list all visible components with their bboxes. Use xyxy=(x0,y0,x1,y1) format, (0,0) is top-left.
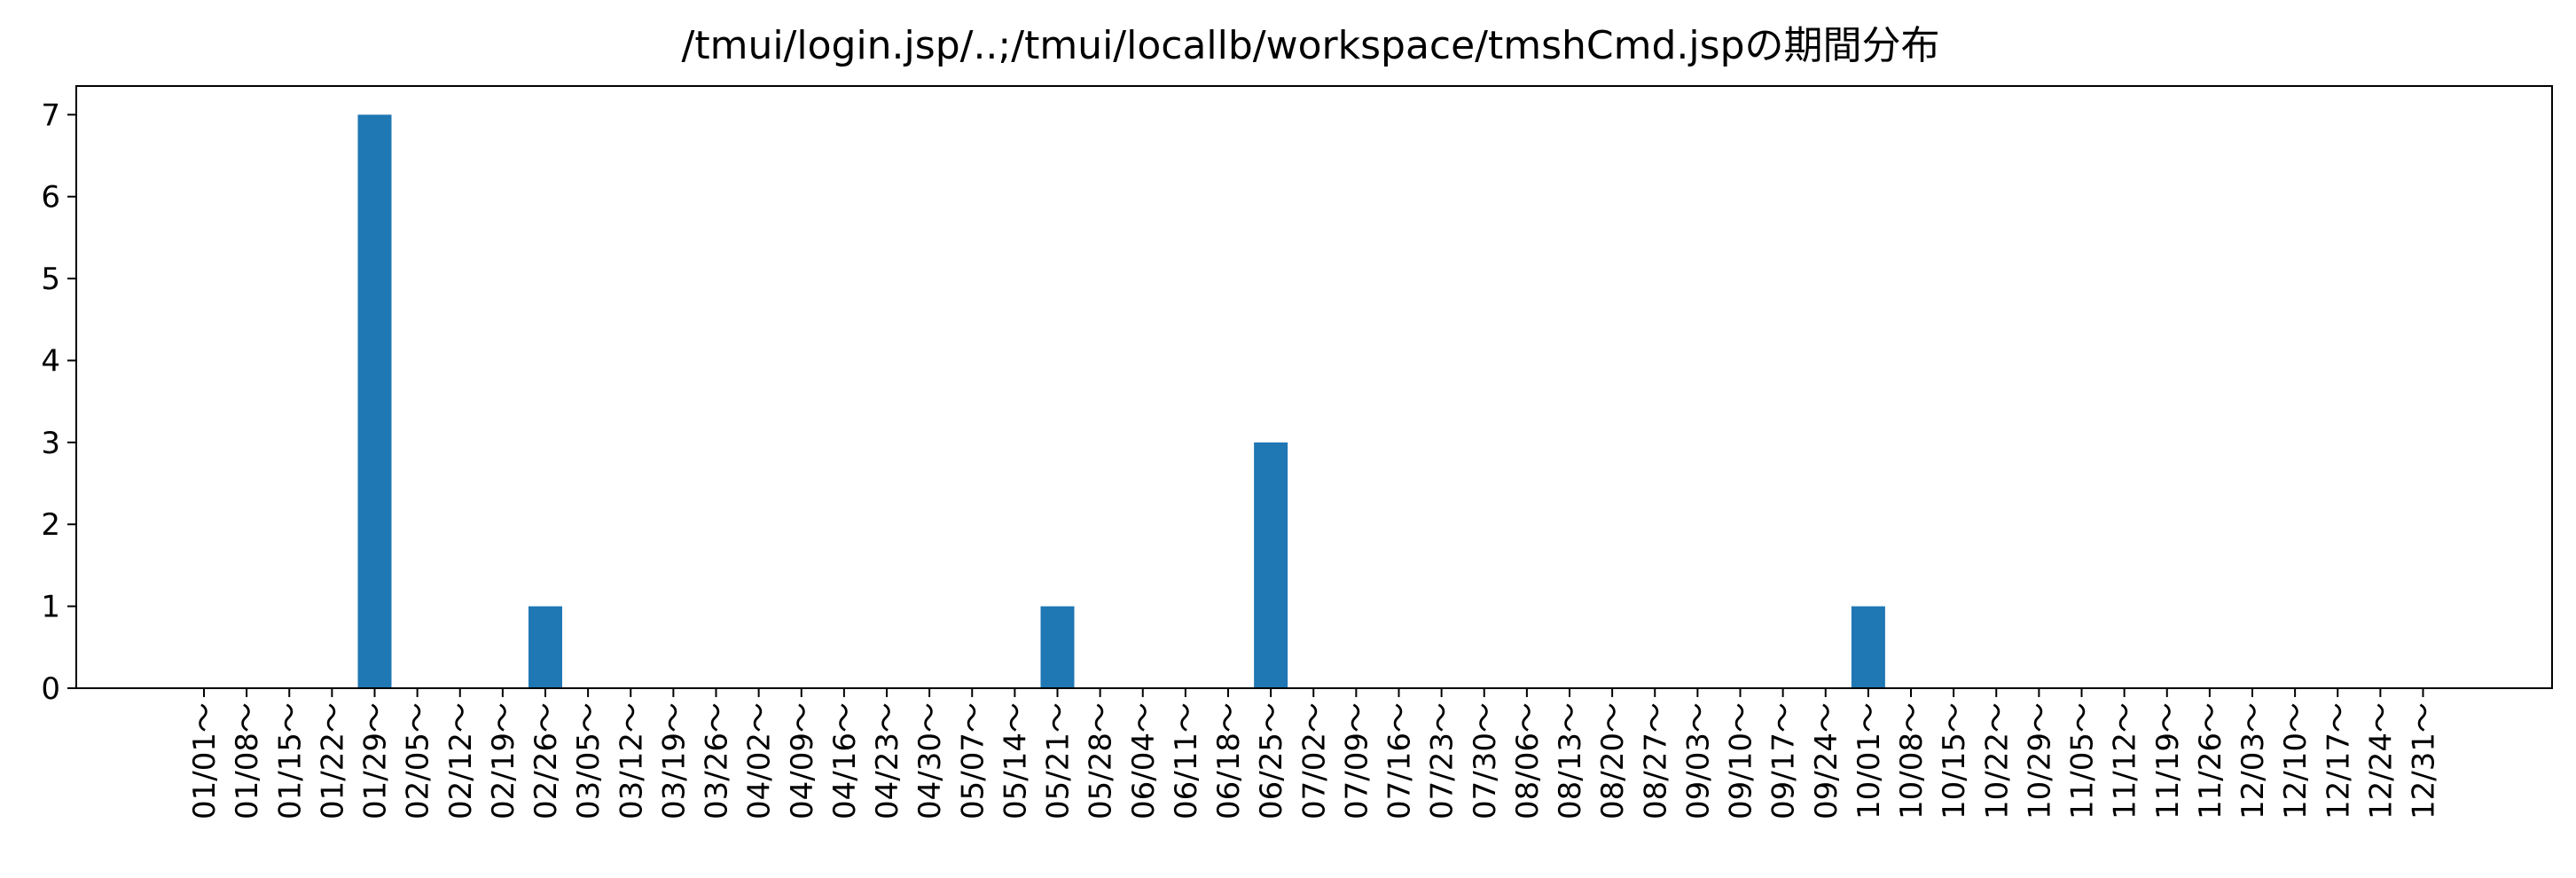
x-tick-label-19: 05/14～ xyxy=(998,702,1033,819)
y-tick-label-7: 7 xyxy=(41,98,60,133)
x-axis: 01/01～ 01/08～ 01/15～ 01/22～ 01/29～ 02/05～ 02/1… xyxy=(187,688,2442,819)
x-tick-label-29: 07/23～ xyxy=(1425,702,1460,819)
x-tick-label-41: 10/15～ xyxy=(1937,702,1972,819)
x-tick-label-24: 06/18～ xyxy=(1211,702,1247,819)
x-tick-label-30: 07/30～ xyxy=(1468,702,1503,819)
x-tick-label-31: 08/06～ xyxy=(1510,702,1546,819)
x-tick-label-33: 08/20～ xyxy=(1595,702,1631,819)
x-tick-label-22: 06/04～ xyxy=(1126,702,1162,819)
x-tick-label-44: 11/05～ xyxy=(2065,702,2101,819)
bar-25 xyxy=(1254,442,1288,688)
x-tick-label-9: 03/05～ xyxy=(571,702,607,819)
x-tick-label-1: 01/08～ xyxy=(230,702,265,819)
x-tick-label-45: 11/12～ xyxy=(2108,702,2143,819)
x-tick-label-10: 03/12～ xyxy=(614,702,649,819)
x-tick-label-27: 07/09～ xyxy=(1339,702,1374,819)
x-tick-label-46: 11/19～ xyxy=(2150,702,2186,819)
y-tick-label-6: 6 xyxy=(41,180,60,216)
x-tick-label-37: 09/17～ xyxy=(1766,702,1802,819)
bar-8 xyxy=(529,606,562,688)
x-tick-label-28: 07/16～ xyxy=(1382,702,1418,819)
x-tick-label-43: 10/29～ xyxy=(2022,702,2057,819)
x-tick-label-7: 02/19～ xyxy=(486,702,521,819)
y-axis: 0 1 2 3 4 5 6 7 xyxy=(41,98,76,707)
x-tick-label-49: 12/10～ xyxy=(2278,702,2314,819)
plot-frame xyxy=(75,85,2553,689)
x-tick-label-14: 04/09～ xyxy=(785,702,820,819)
y-tick-label-4: 4 xyxy=(41,343,60,379)
x-tick-label-18: 05/07～ xyxy=(955,702,990,819)
x-tick-label-32: 08/13～ xyxy=(1553,702,1588,819)
x-tick-label-21: 05/28～ xyxy=(1084,702,1119,819)
x-tick-label-51: 12/24～ xyxy=(2363,702,2399,819)
x-tick-label-40: 10/08～ xyxy=(1894,702,1930,819)
y-tick-label-2: 2 xyxy=(41,507,60,543)
y-tick-label-3: 3 xyxy=(41,426,60,461)
bar-4 xyxy=(357,114,392,688)
y-tick-label-1: 1 xyxy=(41,590,60,625)
y-tick-label-0: 0 xyxy=(41,671,60,707)
x-tick-label-23: 06/11～ xyxy=(1169,702,1204,819)
x-tick-label-50: 12/17～ xyxy=(2321,702,2356,819)
x-tick-label-25: 06/25～ xyxy=(1254,702,1289,819)
x-tick-label-52: 12/31～ xyxy=(2407,702,2442,819)
x-tick-label-8: 02/26～ xyxy=(529,702,564,819)
x-tick-label-11: 03/19～ xyxy=(656,702,692,819)
x-tick-label-20: 05/21～ xyxy=(1041,702,1077,819)
x-tick-label-17: 04/30～ xyxy=(912,702,948,819)
x-tick-label-16: 04/23～ xyxy=(870,702,905,819)
bars-group xyxy=(357,114,1885,688)
x-tick-label-36: 09/10～ xyxy=(1724,702,1759,819)
bar-39 xyxy=(1851,606,1885,688)
x-tick-label-2: 01/15～ xyxy=(272,702,308,819)
chart-title: /tmui/login.jsp/..;/tmui/locallb/workspa… xyxy=(682,23,1940,68)
x-tick-label-6: 02/12～ xyxy=(443,702,479,819)
x-tick-label-26: 07/02～ xyxy=(1296,702,1332,819)
x-tick-label-4: 01/29～ xyxy=(358,702,394,819)
y-tick-label-5: 5 xyxy=(41,262,60,297)
bar-20 xyxy=(1040,606,1075,688)
x-tick-label-48: 12/03～ xyxy=(2235,702,2271,819)
x-tick-label-39: 10/01～ xyxy=(1852,702,1887,819)
x-tick-label-38: 09/24～ xyxy=(1809,702,1844,819)
x-tick-label-47: 11/26～ xyxy=(2193,702,2228,819)
x-tick-label-12: 03/26～ xyxy=(700,702,735,819)
x-tick-label-15: 04/16～ xyxy=(827,702,863,819)
x-tick-label-34: 08/27～ xyxy=(1638,702,1673,819)
x-tick-label-42: 10/22～ xyxy=(1979,702,2015,819)
x-tick-label-3: 01/22～ xyxy=(315,702,350,819)
x-tick-label-5: 02/05～ xyxy=(401,702,436,819)
x-tick-label-13: 04/02～ xyxy=(742,702,778,819)
x-tick-label-35: 09/03～ xyxy=(1680,702,1716,819)
x-tick-label-0: 01/01～ xyxy=(187,702,223,819)
